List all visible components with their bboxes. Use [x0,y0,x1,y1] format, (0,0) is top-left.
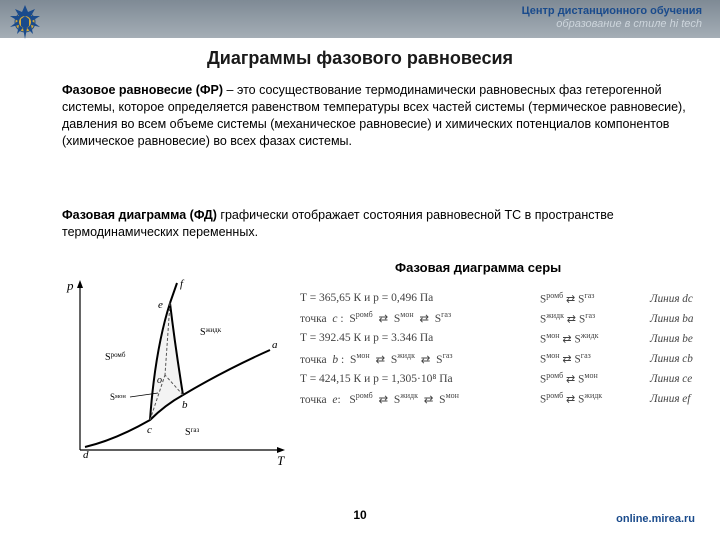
eq-row: точка e: Sромб ⇄ Sжидк ⇄ Sмон [300,390,459,409]
phase-diagram: p T f e Sжидк Sромб Sмон o a b c d Sгаз [55,275,295,475]
header-subtitle: образование в стиле hi tech [556,18,702,30]
region-romb: Sромб [105,351,126,363]
footer-link: online.mirea.ru [616,513,695,525]
region-gas: Sгаз [185,426,200,438]
equations-block: T = 365,65 К и p = 0,496 Па точка c : Sр… [300,290,459,411]
pt-o: o [157,375,162,386]
eq-row: T = 365,65 К и p = 0,496 Па [300,290,459,307]
eq-row: T = 392.45 К и p = 3.346 Па [300,330,459,347]
para2-term: Фазовая диаграмма (ФД) [62,208,217,222]
pt-b: b [182,399,188,411]
eq-row: T = 424,15 К и p = 1,305·10⁸ Па [300,371,459,388]
para1-term: Фазовое равновесие (ФР) [62,83,223,97]
eq-row: точка b : Sмон ⇄ Sжидк ⇄ Sгаз [300,350,459,369]
table-row: Sромб ⇄ SгазЛиния dc [540,290,705,309]
page-number: 10 [0,508,720,522]
table-row: Sжидк ⇄ SгазЛиния ba [540,310,705,329]
axis-x-label: T [277,453,285,468]
line-table: Sромб ⇄ SгазЛиния dc Sжидк ⇄ SгазЛиния b… [540,290,705,411]
region-mon: Sмон [110,392,126,402]
header-title: Центр дистанционного обучения [522,5,702,17]
paragraph-1: Фазовое равновесие (ФР) – это сосущество… [62,82,690,150]
pt-f: f [180,278,185,290]
table-row: Sромб ⇄ SмонЛиния ce [540,370,705,389]
axis-y-label: p [66,278,74,293]
pt-a: a [272,339,278,351]
pt-c: c [147,424,152,436]
table-row: Sромб ⇄ SжидкЛиния ef [540,390,705,409]
eq-row: точка c : Sромб ⇄ Sмон ⇄ Sгаз [300,309,459,328]
logo-emblem [5,2,45,42]
table-row: Sмон ⇄ SжидкЛиния be [540,330,705,349]
diagram-title: Фазовая диаграмма серы [395,260,561,275]
paragraph-2: Фазовая диаграмма (ФД) графически отобра… [62,207,690,241]
pt-d: d [83,449,89,461]
slide-title: Диаграммы фазового равновесия [0,48,720,69]
table-row: Sмон ⇄ SгазЛиния cb [540,350,705,369]
region-liquid: Sжидк [200,326,222,338]
pt-e: e [158,299,163,311]
